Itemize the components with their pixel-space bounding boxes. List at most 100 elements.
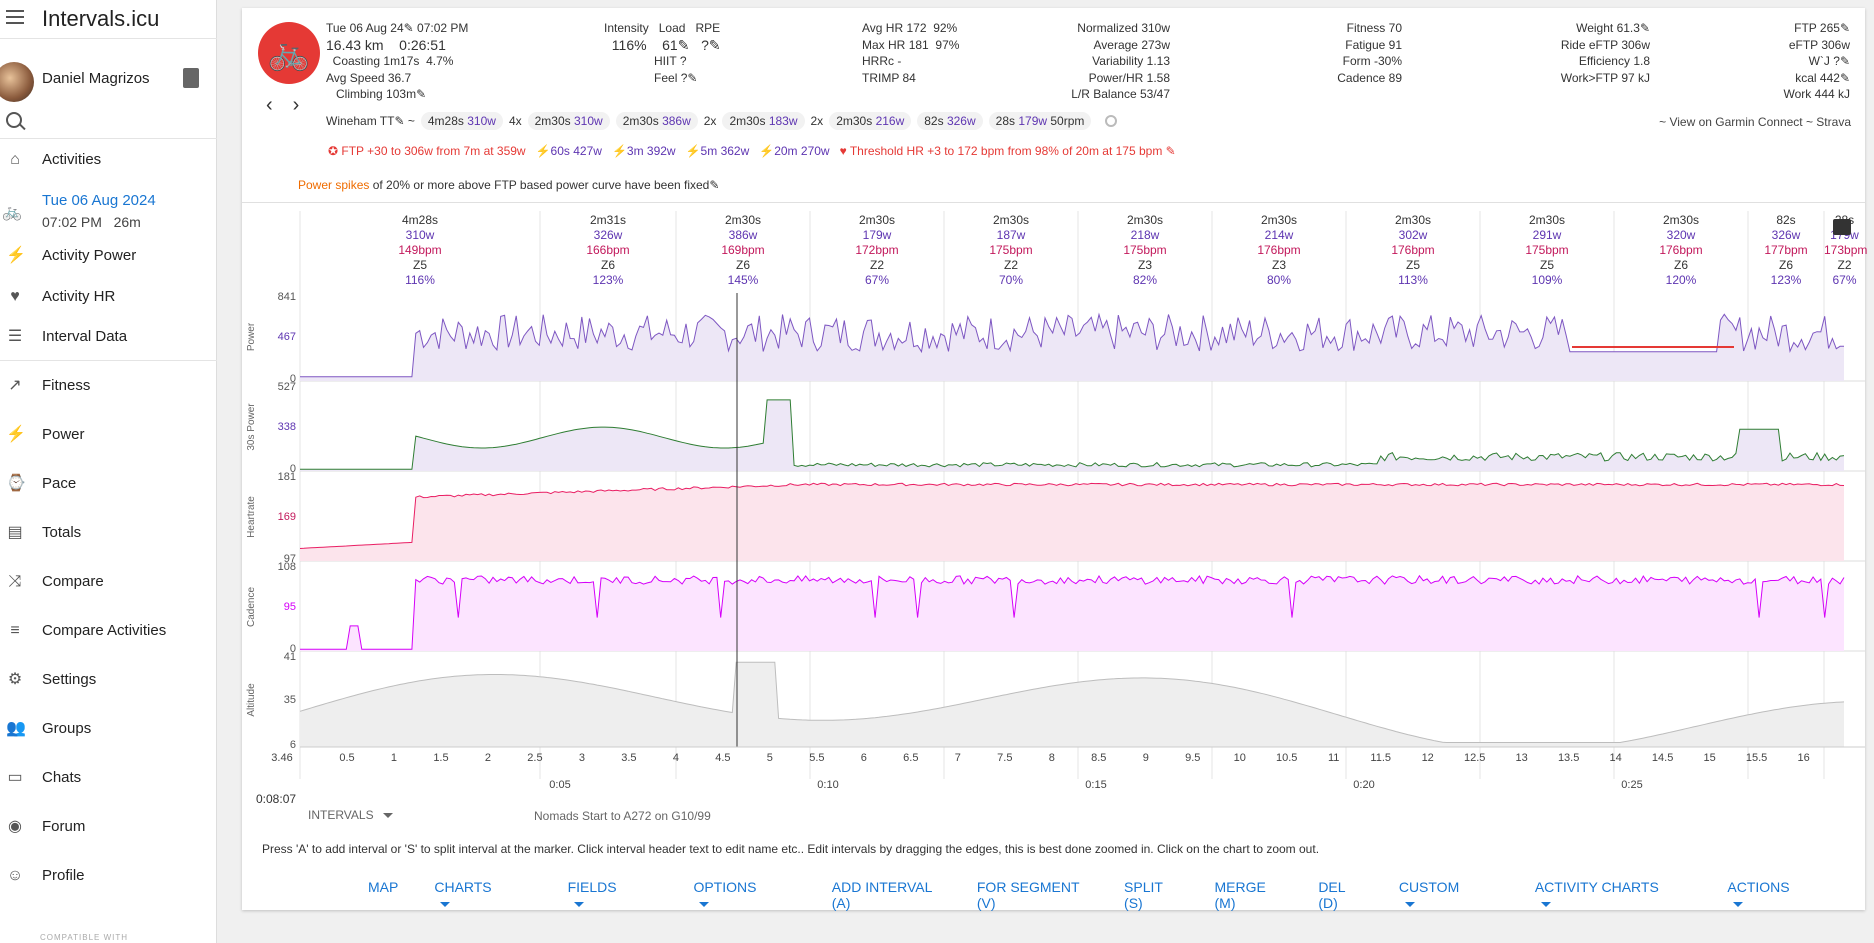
distance-tick: 9 — [1143, 752, 1149, 764]
achievement-60s[interactable]: ⚡60s 427w — [535, 144, 602, 158]
spikes-note[interactable]: Power spikes of 20% or more above FTP ba… — [298, 178, 720, 192]
header-work-ftp: Work>FTP 97 kJ — [1560, 70, 1650, 85]
sidebar-item-power[interactable]: ⚡ Power — [0, 418, 217, 452]
header-climbing[interactable]: Climbing 103m✎ — [336, 87, 427, 101]
interval-z: Z2 — [1003, 258, 1018, 272]
header-kcal[interactable]: kcal 442✎ — [1795, 70, 1850, 85]
interval-header[interactable]: 2m30s 214w 176bpm Z3 80% — [1212, 213, 1346, 293]
interval-header[interactable]: 2m30s 302w 176bpm Z5 113% — [1346, 213, 1480, 293]
bike-icon[interactable]: 🚲 — [258, 22, 320, 84]
sidebar-item-groups[interactable]: 👥 Groups — [0, 712, 217, 746]
sidebar-item-chats[interactable]: ▭ Chats — [0, 761, 217, 795]
distance-tick: 3.5 — [621, 752, 636, 764]
tag-chip[interactable]: 2m30s 386w — [615, 112, 698, 130]
button-options[interactable]: OPTIONS — [693, 879, 795, 911]
button-charts[interactable]: CHARTS — [434, 879, 531, 911]
sidebar-item-interval-data[interactable]: ☰ Interval Data — [0, 320, 217, 354]
button-fields[interactable]: FIELDS — [568, 879, 658, 911]
sidebar-item-activity-hr[interactable]: ♥ Activity HR — [0, 280, 217, 314]
achievement-3m[interactable]: ⚡3m 392w — [611, 144, 676, 158]
distance-tick: 4 — [673, 752, 679, 764]
button-del-d[interactable]: DEL (D) — [1318, 879, 1346, 911]
tag-prefix: 4x — [508, 114, 522, 128]
panel-label: Cadence — [246, 587, 257, 627]
sidebar-current-activity[interactable]: 🚲 Tue 06 Aug 2024 07:02 PM 26m — [0, 190, 217, 234]
achievement-threshold-hr[interactable]: ♥ Threshold HR +3 to 172 bpm from 98% of… — [839, 144, 1176, 158]
sidebar-item-activity-power[interactable]: ⚡ Activity Power — [0, 239, 217, 273]
sidebar-item-activities[interactable]: ⌂ Activities — [0, 143, 217, 177]
sidebar-item-compare[interactable]: ⤨ Compare — [0, 565, 217, 599]
button-activity-charts[interactable]: ACTIVITY CHARTS — [1535, 879, 1692, 911]
header-distance: 16.43 km 0:26:51 — [326, 36, 446, 53]
distance-tick: 15.5 — [1746, 752, 1767, 764]
interval-header[interactable]: 2m30s 291w 175bpm Z5 109% — [1480, 213, 1614, 293]
button-merge-m[interactable]: MERGE (M) — [1214, 879, 1266, 911]
header-wj[interactable]: W`J ?✎ — [1808, 54, 1850, 68]
time-tick: 0:05 — [549, 779, 570, 791]
panel-tick: 97 — [284, 553, 296, 565]
interval-z: Z6 — [1778, 258, 1793, 272]
interval-header[interactable]: 2m30s 179w 172bpm Z2 67% — [810, 213, 944, 293]
interval-header[interactable]: 2m30s 320w 176bpm Z6 120% — [1614, 213, 1748, 293]
chevron-down-icon — [699, 901, 710, 907]
tag-chip[interactable]: 2m30s 216w — [829, 112, 912, 130]
tag-chip[interactable]: 2m30s 183w — [722, 112, 805, 130]
chart-area[interactable]: 4m28s 310w 149bpm Z5 116% 2m31s 326w 166bpm Z6 12… — [242, 202, 1867, 823]
sidebar-item-profile[interactable]: ☺ Profile — [0, 859, 217, 893]
user-row[interactable]: Daniel Magrizos — [0, 62, 217, 102]
interval-header[interactable]: 2m31s 326w 166bpm Z6 123% — [540, 213, 676, 293]
search-icon[interactable] — [6, 112, 22, 128]
sidebar-item-fitness[interactable]: ↗ Fitness — [0, 369, 217, 403]
header-ftp[interactable]: FTP 265✎ — [1794, 21, 1850, 35]
username[interactable]: Daniel Magrizos — [42, 70, 150, 87]
header-feel[interactable]: Feel ?✎ — [654, 70, 698, 85]
button-for-segment-v[interactable]: FOR SEGMENT (V) — [976, 879, 1080, 911]
achievement-ftp[interactable]: ✪ FTP +30 to 306w from 7m at 359w — [328, 144, 526, 158]
document-icon[interactable] — [183, 68, 199, 88]
interval-p: 145% — [727, 273, 759, 287]
intervals-dropdown[interactable]: INTERVALS — [308, 808, 393, 822]
achievement-5m[interactable]: ⚡5m 362w — [685, 144, 750, 158]
sidebar-item-forum[interactable]: ◉ Forum — [0, 810, 217, 844]
header-intensity-values[interactable]: 116% 61✎ ?✎ — [611, 36, 721, 53]
prev-arrow-icon[interactable]: ‹ — [266, 94, 273, 116]
header-weight[interactable]: Weight 61.3✎ — [1576, 21, 1650, 35]
tag-chip[interactable]: 4m28s 310w — [420, 112, 503, 130]
interval-header[interactable]: 2m30s 187w 175bpm Z2 70% — [944, 213, 1078, 293]
interval-header[interactable]: 4m28s 310w 149bpm Z5 116% — [300, 213, 540, 293]
panel-tick: 169 — [278, 511, 296, 523]
external-links[interactable]: ~ View on Garmin Connect ~ Strava — [1659, 115, 1851, 129]
interval-header[interactable]: 2m30s 218w 175bpm Z3 82% — [1078, 213, 1212, 293]
comment-icon[interactable] — [1833, 219, 1851, 235]
activity-name[interactable]: Wineham TT✎ ~ — [326, 114, 415, 128]
sidebar-item-settings[interactable]: ⚙ Settings — [0, 663, 217, 697]
button-custom[interactable]: CUSTOM — [1399, 879, 1499, 911]
tag-chip[interactable]: 2m30s 310w — [527, 112, 610, 130]
button-actions[interactable]: ACTIONS — [1727, 879, 1829, 911]
achievement-20m[interactable]: ⚡20m 270w — [759, 144, 830, 158]
interval-header[interactable]: 82s 326w 177bpm Z6 123% — [1748, 213, 1824, 293]
button-add-interval-a[interactable]: ADD INTERVAL (A) — [831, 879, 932, 911]
header-hiit[interactable]: HIIT ? — [654, 54, 687, 68]
tag-chip[interactable]: 28s 179w 50rpm — [988, 112, 1092, 130]
tag-chip[interactable]: 82s 326w — [917, 112, 983, 130]
button-map[interactable]: MAP — [368, 879, 399, 895]
avatar[interactable] — [0, 62, 34, 102]
menu-icon[interactable] — [6, 10, 24, 24]
app-title[interactable]: Intervals.icu — [42, 6, 160, 31]
series-area — [300, 399, 1844, 471]
sidebar-item-totals[interactable]: ▤ Totals — [0, 516, 217, 550]
sidebar-item-compare-activities[interactable]: ≡ Compare Activities — [0, 614, 217, 648]
segment-name[interactable]: Nomads Start to A272 on G10/99 — [534, 809, 711, 823]
interval-t: 2m30s — [1260, 213, 1298, 227]
interval-header[interactable]: 2m30s 386w 169bpm Z6 145% — [676, 213, 810, 293]
next-arrow-icon[interactable]: › — [292, 94, 300, 116]
distance-tick: 10 — [1234, 752, 1246, 764]
button-split-s[interactable]: SPLIT (S) — [1124, 879, 1163, 911]
search-icon[interactable] — [1105, 115, 1118, 127]
header-date[interactable]: Tue 06 Aug 24✎ 07:02 PM — [326, 21, 469, 35]
interval-w: 179w — [862, 228, 892, 242]
sidebar-item-pace[interactable]: ⌚ Pace — [0, 467, 217, 501]
distance-tick: 1 — [391, 752, 397, 764]
